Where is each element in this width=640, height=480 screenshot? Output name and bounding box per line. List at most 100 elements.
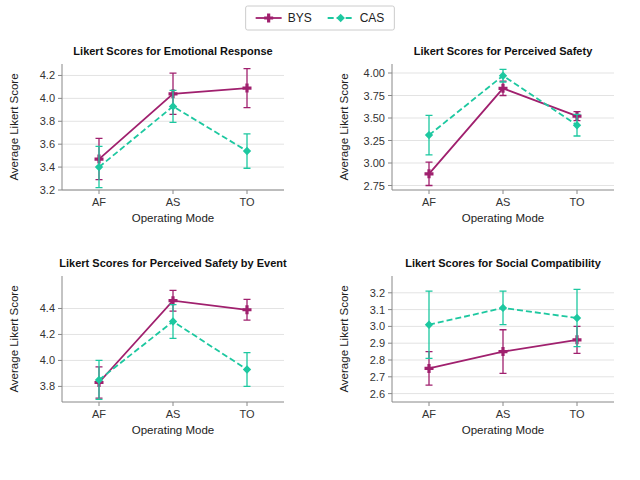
- data-point: [425, 169, 434, 178]
- error-bar: [426, 162, 433, 185]
- x-tick-label: TO: [569, 196, 585, 208]
- error-bar: [500, 330, 507, 374]
- error-bar: [244, 353, 251, 387]
- panel-title: Likert Scores for Perceived Safety by Ev…: [59, 257, 287, 269]
- x-tick: [577, 402, 578, 406]
- error-bar: [426, 115, 433, 155]
- data-point: [243, 305, 252, 314]
- y-axis-label: Average Likert Score: [338, 285, 350, 392]
- legend-marker: [336, 14, 344, 22]
- legend-item: BYS: [256, 11, 312, 25]
- error-bar: [244, 69, 251, 108]
- data-point: [573, 121, 581, 129]
- y-tick-label: 3.4: [40, 161, 55, 173]
- y-tick: [388, 343, 392, 344]
- error-bar: [244, 299, 251, 320]
- y-axis: [62, 276, 63, 402]
- grid-line: [62, 144, 284, 145]
- legend-frame: [246, 6, 395, 30]
- y-tick-label: 4.2: [40, 69, 55, 81]
- panel: 2.753.003.253.503.754.00AFASTOOperating …: [338, 45, 614, 224]
- y-tick-label: 3.00: [364, 157, 385, 169]
- x-tick: [429, 190, 430, 194]
- grid-line: [392, 326, 614, 327]
- y-tick-label: 3.2: [40, 184, 55, 196]
- grid-line: [392, 376, 614, 377]
- error-bar: [426, 291, 433, 358]
- error-bar: [574, 289, 581, 346]
- legend-label: CAS: [360, 11, 385, 25]
- x-tick: [429, 402, 430, 406]
- x-tick-label: AF: [92, 196, 106, 208]
- x-tick-label: AF: [92, 408, 106, 420]
- y-tick-label: 3.0: [370, 320, 385, 332]
- legend-label: BYS: [288, 11, 312, 25]
- data-point: [243, 84, 252, 93]
- y-tick: [58, 190, 62, 191]
- plot-area: [425, 69, 582, 185]
- y-tick: [388, 326, 392, 327]
- panel-title: Likert Scores for Emotional Response: [73, 45, 272, 57]
- y-tick: [388, 95, 392, 96]
- y-tick: [58, 308, 62, 309]
- y-tick: [388, 73, 392, 74]
- chart-root: 3.23.43.63.84.04.2AFASTOOperating ModeAv…: [0, 0, 640, 480]
- grid-line: [392, 185, 614, 186]
- y-tick-label: 2.9: [370, 337, 385, 349]
- x-axis-label: Operating Mode: [132, 212, 214, 224]
- y-tick: [388, 163, 392, 164]
- y-tick-label: 3.2: [370, 287, 385, 299]
- y-tick-label: 3.25: [364, 135, 385, 147]
- error-bar: [244, 134, 251, 168]
- y-tick-label: 4.0: [40, 92, 55, 104]
- x-tick-label: AF: [422, 196, 436, 208]
- data-point: [499, 304, 507, 312]
- y-tick: [388, 360, 392, 361]
- y-tick: [388, 309, 392, 310]
- grid-line: [392, 393, 614, 394]
- error-bar: [96, 146, 103, 187]
- y-tick-label: 2.6: [370, 388, 385, 400]
- x-tick-label: TO: [569, 408, 585, 420]
- x-tick-label: AF: [422, 408, 436, 420]
- y-axis-label: Average Likert Score: [8, 73, 20, 180]
- y-tick: [58, 144, 62, 145]
- grid-line: [62, 386, 284, 387]
- y-tick-label: 4.4: [40, 302, 55, 314]
- y-tick-label: 3.8: [40, 115, 55, 127]
- y-tick-label: 3.8: [40, 380, 55, 392]
- x-tick: [99, 402, 100, 406]
- y-tick: [388, 140, 392, 141]
- error-bar: [500, 69, 507, 82]
- y-axis: [62, 64, 63, 190]
- x-tick: [247, 402, 248, 406]
- data-point: [243, 365, 251, 373]
- data-point: [425, 321, 433, 329]
- panel: 3.84.04.24.4AFASTOOperating ModeAverage …: [8, 257, 287, 436]
- y-tick: [388, 376, 392, 377]
- data-point: [243, 147, 251, 155]
- x-axis-label: Operating Mode: [462, 212, 544, 224]
- y-tick: [58, 386, 62, 387]
- x-tick: [173, 190, 174, 194]
- x-tick-label: TO: [239, 408, 255, 420]
- x-tick: [503, 190, 504, 194]
- y-tick-label: 3.50: [364, 112, 385, 124]
- panel: 2.62.72.82.93.03.13.2AFASTOOperating Mod…: [338, 257, 614, 436]
- error-bar: [574, 114, 581, 136]
- data-point: [95, 163, 103, 171]
- data-point: [169, 317, 177, 325]
- x-axis-label: Operating Mode: [462, 424, 544, 436]
- x-tick: [577, 190, 578, 194]
- error-bar: [500, 81, 507, 95]
- y-tick: [58, 75, 62, 76]
- x-tick-label: AS: [496, 408, 511, 420]
- plot-area: [95, 69, 252, 188]
- x-tick-label: TO: [239, 196, 255, 208]
- legend: BYS CAS: [246, 6, 395, 30]
- y-axis: [392, 64, 393, 190]
- y-tick-label: 4.0: [40, 354, 55, 366]
- data-point: [95, 376, 103, 384]
- error-bar: [170, 90, 177, 122]
- data-point: [573, 314, 581, 322]
